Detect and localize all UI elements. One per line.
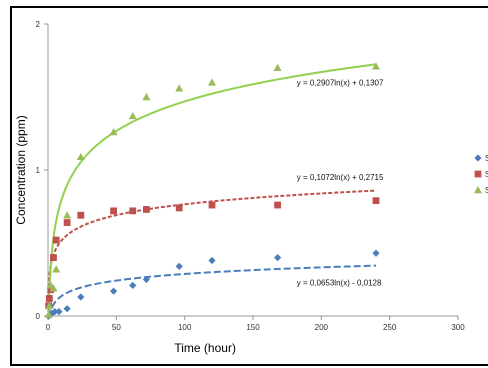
data-point-series-1 — [77, 293, 85, 301]
trendline-equations: y = 0,0653ln(x) - 0,0128 y = 0,1072ln(x) … — [297, 78, 384, 287]
legend-label: S — [485, 170, 488, 179]
trendline-equation: y = 0,1072ln(x) + 0,2715 — [297, 173, 384, 182]
x-tick-label: 200 — [315, 323, 329, 332]
data-point-series-1 — [175, 262, 183, 270]
y-tick-label: 1 — [36, 166, 41, 175]
data-point-series-3 — [44, 310, 53, 318]
y-axis-title: Concentration (ppm) — [14, 115, 28, 224]
data-point-series-1 — [372, 249, 380, 257]
x-tick-label: 300 — [451, 323, 465, 332]
data-point-series-3 — [49, 284, 58, 292]
data-point-series-3 — [372, 62, 380, 70]
data-point-series-2 — [77, 211, 85, 219]
tick-labels: 0 50 100 150 200 250 300 0 1 2 — [36, 20, 466, 332]
data-point-series-3 — [52, 265, 61, 273]
x-tick-label: 150 — [246, 323, 260, 332]
data-point-series-1 — [208, 256, 216, 265]
data-point-series-3 — [109, 128, 118, 136]
data-point-series-1 — [55, 308, 63, 316]
x-axis-title: Time (hour) — [174, 341, 236, 355]
legend-label: S — [485, 186, 488, 195]
trendlines — [47, 63, 377, 317]
legend-marker — [474, 170, 482, 178]
data-point-series-2 — [45, 295, 53, 302]
data-point-series-2 — [372, 197, 380, 205]
legend: SSS — [474, 154, 488, 195]
data-point-series-3 — [273, 63, 282, 71]
x-tick-label: 250 — [383, 323, 397, 332]
x-tick-label: 100 — [178, 323, 192, 332]
data-point-series-2 — [50, 254, 57, 261]
data-point-series-3 — [63, 211, 72, 219]
data-point-series-1 — [129, 281, 137, 289]
chart-frame: 0 50 100 150 200 250 300 0 1 2 y = 0,0653ln(x) - … — [10, 6, 488, 366]
trendline-series-3 — [47, 63, 377, 317]
data-point-series-3 — [142, 93, 151, 101]
data-point-series-1 — [142, 275, 150, 284]
data-point-series-3 — [128, 111, 137, 120]
trendline-series-2 — [47, 189, 377, 288]
x-tick-label: 50 — [112, 323, 121, 332]
data-point-series-3 — [208, 78, 216, 86]
x-tick-label: 0 — [46, 323, 51, 332]
legend-marker — [474, 186, 482, 194]
data-point-series-1 — [110, 287, 118, 295]
data-points — [44, 62, 380, 320]
y-tick-label: 0 — [36, 312, 41, 321]
data-point-series-2 — [274, 201, 281, 209]
trendline-series-1 — [48, 264, 377, 317]
trendline-equation: y = 0,0653ln(x) - 0,0128 — [297, 278, 382, 287]
data-point-series-3 — [175, 84, 184, 92]
data-point-series-2 — [143, 206, 150, 213]
data-point-series-3 — [76, 152, 85, 161]
data-point-series-1 — [274, 254, 282, 262]
trendline-equation: y = 0,2907ln(x) + 0,1307 — [297, 78, 384, 87]
legend-label: S — [485, 154, 488, 163]
data-point-series-2 — [175, 204, 183, 212]
data-point-series-2 — [208, 201, 216, 209]
data-point-series-2 — [63, 219, 71, 226]
data-point-series-1 — [51, 308, 59, 316]
legend-marker — [474, 154, 482, 162]
data-point-series-2 — [52, 236, 60, 244]
y-tick-label: 2 — [36, 20, 41, 29]
data-point-series-2 — [129, 207, 137, 215]
data-point-series-1 — [63, 305, 71, 313]
chart-svg: 0 50 100 150 200 250 300 0 1 2 y = 0,0653ln(x) - … — [14, 20, 488, 355]
data-point-series-2 — [110, 207, 117, 215]
axes — [47, 24, 458, 317]
data-point-series-3 — [45, 301, 54, 309]
